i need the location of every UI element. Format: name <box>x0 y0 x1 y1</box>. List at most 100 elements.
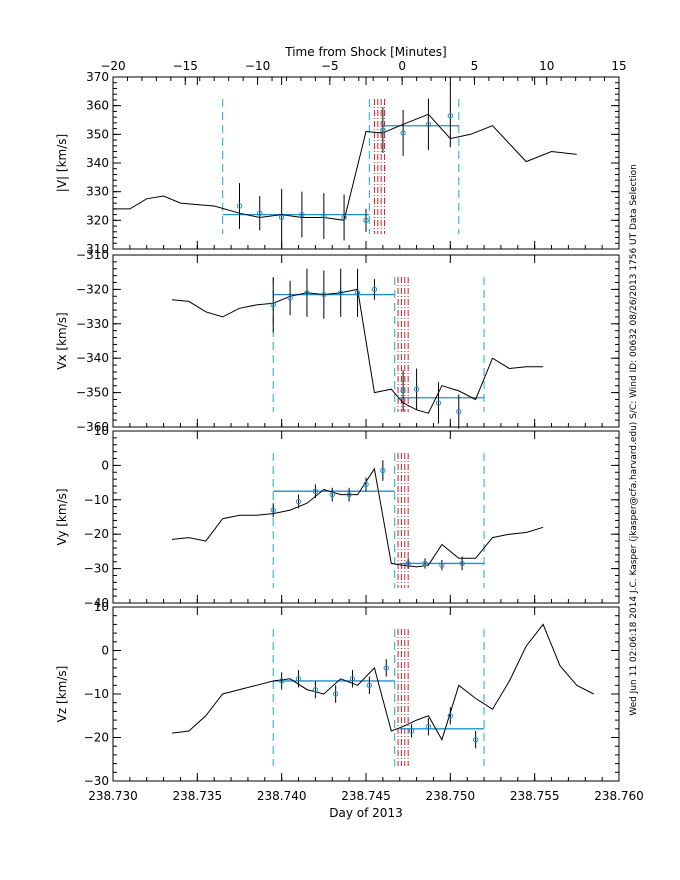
y-tick-label: −40 <box>84 596 109 610</box>
data-point <box>380 467 386 474</box>
bottom-tick-label: 238.755 <box>510 789 560 803</box>
y-tick-label: −320 <box>76 282 109 296</box>
y-tick-label: −350 <box>76 386 109 400</box>
y-axis-title: Vz [km/s] <box>55 666 69 723</box>
data-point <box>295 676 302 682</box>
data-point <box>380 127 386 133</box>
y-tick-label: 0 <box>101 644 109 658</box>
bottom-axis-title: Day of 2013 <box>329 806 402 820</box>
data-point <box>472 736 479 743</box>
data-series-line <box>113 113 577 221</box>
data-point <box>332 691 339 697</box>
panel-Vz: −30 −20 −10 0 10 Vz [km/s] <box>55 600 620 788</box>
data-point <box>278 678 285 684</box>
side-annotation: Wed Jun 11 02:06:18 2014 J.C. Kasper (jk… <box>629 164 639 716</box>
top-tick-label: 10 <box>539 59 554 73</box>
top-tick-label: −15 <box>173 59 198 73</box>
data-point <box>349 676 356 682</box>
y-tick-label: −10 <box>84 687 109 701</box>
data-series-line <box>171 623 594 741</box>
data-point <box>447 113 454 119</box>
y-tick-label: −20 <box>84 731 109 745</box>
y-tick-label: 0 <box>101 458 109 472</box>
data-point <box>439 562 445 568</box>
data-point <box>299 211 305 218</box>
top-tick-label: 5 <box>471 59 479 73</box>
data-point <box>321 213 327 219</box>
top-axis: −20 −15 −10 −5 0 5 10 15 <box>100 59 627 85</box>
data-point <box>366 682 373 688</box>
panel-Vy: −40 −30 −20 −10 0 10 Vy [km/s] <box>55 424 620 610</box>
data-point <box>371 286 378 293</box>
panel-Vx: −360 −350 −340 −330 −320 −310 Vx [km/s] <box>55 248 620 434</box>
y-tick-label: −340 <box>76 351 109 365</box>
data-point <box>270 302 276 308</box>
data-point <box>304 290 310 296</box>
data-point <box>236 203 243 209</box>
top-tick-label: 15 <box>611 59 626 73</box>
y-axis-title: Vy [km/s] <box>55 488 69 545</box>
data-point <box>338 290 344 296</box>
data-point <box>459 560 465 567</box>
data-point <box>312 488 319 494</box>
y-tick-label: 340 <box>86 156 109 170</box>
data-point <box>312 686 319 693</box>
data-series-line <box>171 467 544 568</box>
data-point <box>329 491 335 498</box>
data-point <box>405 560 411 567</box>
y-tick-label: 320 <box>86 213 109 227</box>
data-point <box>383 665 389 671</box>
data-point <box>363 217 369 224</box>
data-series-line <box>171 288 544 414</box>
data-point <box>270 507 276 513</box>
y-tick-label: 360 <box>86 99 109 113</box>
bottom-axis: 238.730 238.735 238.740 238.745 238.750 238.7… <box>88 789 644 803</box>
y-tick-label: −330 <box>76 317 109 331</box>
data-point <box>354 290 361 296</box>
data-point <box>422 560 428 567</box>
data-point <box>413 386 420 392</box>
panel-frame <box>112 430 620 604</box>
top-tick-label: −5 <box>321 59 339 73</box>
panel-V-magnitude: 310 320 330 340 350 360 370 |V| [km/s] <box>55 70 620 256</box>
top-axis-title: Time from Shock [Minutes] <box>284 45 446 59</box>
panel-frame <box>112 606 620 782</box>
bottom-tick-label: 238.740 <box>257 789 307 803</box>
y-tick-label: 370 <box>86 70 109 84</box>
data-point <box>435 400 442 406</box>
y-tick-label: 310 <box>86 242 109 256</box>
data-point <box>425 723 432 730</box>
data-point <box>257 210 263 216</box>
data-point <box>346 491 352 498</box>
data-point <box>287 295 293 301</box>
data-point <box>278 214 285 221</box>
top-tick-label: −20 <box>100 59 125 73</box>
y-tick-label: −20 <box>84 527 109 541</box>
bottom-tick-label: 238.760 <box>594 789 644 803</box>
bottom-tick-label: 238.750 <box>426 789 476 803</box>
y-tick-label: 350 <box>86 127 109 141</box>
y-tick-label: −310 <box>76 248 109 262</box>
top-tick-label: −10 <box>245 59 270 73</box>
y-tick-label: −30 <box>84 774 109 788</box>
top-tick-label: 0 <box>398 59 406 73</box>
data-point <box>408 728 415 734</box>
y-tick-label: 10 <box>94 424 109 438</box>
data-point <box>425 121 432 128</box>
bottom-tick-label: 238.735 <box>173 789 223 803</box>
y-tick-label: −360 <box>76 420 109 434</box>
data-point <box>341 214 347 221</box>
data-point <box>400 130 406 136</box>
data-point <box>400 388 406 394</box>
y-axis-title: |V| [km/s] <box>55 134 69 192</box>
data-point <box>363 481 369 488</box>
data-point <box>447 713 454 719</box>
bottom-tick-label: 238.730 <box>88 789 138 803</box>
data-point <box>456 408 462 415</box>
y-tick-label: −30 <box>84 562 109 576</box>
y-axis-title: Vx [km/s] <box>55 312 69 369</box>
y-tick-label: 10 <box>94 600 109 614</box>
data-point <box>321 291 327 298</box>
y-tick-label: 330 <box>86 185 109 199</box>
